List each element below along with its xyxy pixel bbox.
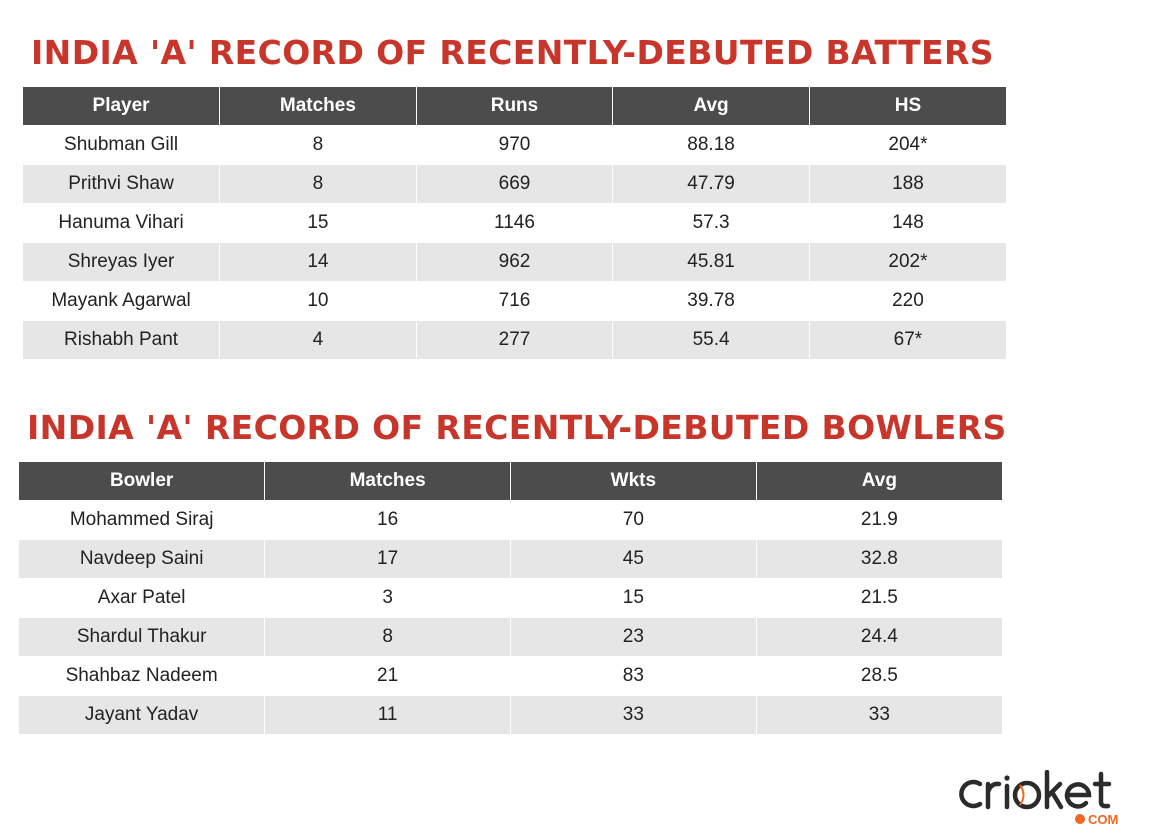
wkts-cell: 33 [510,695,757,734]
batters-header-row: Player Matches Runs Avg HS [23,87,1006,126]
player-name-cell: Rishabh Pant [23,320,221,359]
avg-cell: 33 [756,695,1002,734]
column-header-hs: HS [809,87,1006,126]
bowler-name-cell: Navdeep Saini [19,539,266,579]
table-row: Mohammed Siraj 16 70 21.9 [19,500,1002,540]
logo-dot [1004,775,1010,781]
table-row: Jayant Yadav 11 33 33 [19,695,1002,734]
bowler-name-cell: Shardul Thakur [19,617,266,657]
player-name-cell: Hanuma Vihari [23,203,221,243]
logo-letter-c [959,779,983,809]
column-header-wkts: Wkts [510,462,757,501]
wkts-cell: 83 [510,656,757,696]
wkts-cell: 45 [510,539,757,579]
table-row: Shubman Gill 8 970 88.18 204* [23,125,1006,165]
matches-cell: 15 [219,203,417,243]
matches-cell: 8 [219,125,417,165]
logo-letter-e [1064,782,1092,809]
hs-cell: 148 [809,203,1006,243]
hs-cell: 220 [809,281,1006,321]
hs-cell: 202* [809,242,1006,282]
logo-letter-t [1092,771,1112,809]
table-row: Navdeep Saini 17 45 32.8 [19,539,1002,579]
table-row: Shahbaz Nadeem 21 83 28.5 [19,656,1002,696]
bowlers-title: INDIA 'A' RECORD OF RECENTLY-DEBUTED BOW… [27,408,1007,447]
bowler-name-cell: Shahbaz Nadeem [19,656,266,696]
bowlers-table: Bowler Matches Wkts Avg Mohammed Siraj 1… [19,462,1002,734]
matches-cell: 21 [264,656,511,696]
hs-cell: 204* [809,125,1006,165]
avg-cell: 57.3 [612,203,810,243]
hs-cell: 67* [809,320,1006,359]
batters-table: Player Matches Runs Avg HS Shubman Gill … [23,87,1006,359]
avg-cell: 88.18 [612,125,810,165]
avg-cell: 47.79 [612,164,810,204]
runs-cell: 1146 [416,203,614,243]
bowler-name-cell: Jayant Yadav [19,695,266,734]
logo-suffix: COM [1088,812,1118,827]
matches-cell: 16 [264,500,511,540]
hs-cell: 188 [809,164,1006,204]
runs-cell: 970 [416,125,614,165]
cricket-ball-icon [1012,780,1042,810]
avg-cell: 21.5 [756,578,1002,618]
table-row: Mayank Agarwal 10 716 39.78 220 [23,281,1006,321]
matches-cell: 8 [264,617,511,657]
logo-letter-k [1044,770,1064,810]
orange-dot-icon [1075,814,1085,824]
avg-cell: 24.4 [756,617,1002,657]
logo-letter-r [985,781,1002,810]
column-header-avg: Avg [756,462,1002,501]
table-row: Shreyas Iyer 14 962 45.81 202* [23,242,1006,282]
wkts-cell: 23 [510,617,757,657]
column-header-matches: Matches [219,87,417,126]
table-row: Prithvi Shaw 8 669 47.79 188 [23,164,1006,204]
avg-cell: 45.81 [612,242,810,282]
player-name-cell: Prithvi Shaw [23,164,221,204]
matches-cell: 4 [219,320,417,359]
wkts-cell: 15 [510,578,757,618]
column-header-runs: Runs [416,87,614,126]
column-header-bowler: Bowler [19,462,266,501]
matches-cell: 11 [264,695,511,734]
avg-cell: 39.78 [612,281,810,321]
avg-cell: 28.5 [756,656,1002,696]
bowlers-header-row: Bowler Matches Wkts Avg [19,462,1002,501]
matches-cell: 8 [219,164,417,204]
cricket-com-logo: COM [958,770,1128,830]
player-name-cell: Shubman Gill [23,125,221,165]
wkts-cell: 70 [510,500,757,540]
table-row: Shardul Thakur 8 23 24.4 [19,617,1002,657]
table-row: Axar Patel 3 15 21.5 [19,578,1002,618]
bowler-name-cell: Axar Patel [19,578,266,618]
runs-cell: 962 [416,242,614,282]
avg-cell: 32.8 [756,539,1002,579]
player-name-cell: Shreyas Iyer [23,242,221,282]
cricket-com-logo-svg: COM [959,770,1118,827]
runs-cell: 669 [416,164,614,204]
player-name-cell: Mayank Agarwal [23,281,221,321]
table-row: Hanuma Vihari 15 1146 57.3 148 [23,203,1006,243]
bowler-name-cell: Mohammed Siraj [19,500,266,540]
matches-cell: 10 [219,281,417,321]
avg-cell: 21.9 [756,500,1002,540]
matches-cell: 3 [264,578,511,618]
avg-cell: 55.4 [612,320,810,359]
column-header-matches: Matches [264,462,511,501]
runs-cell: 277 [416,320,614,359]
ball-seam-icon [1019,784,1025,806]
runs-cell: 716 [416,281,614,321]
matches-cell: 14 [219,242,417,282]
column-header-avg: Avg [612,87,810,126]
matches-cell: 17 [264,539,511,579]
batters-title: INDIA 'A' RECORD OF RECENTLY-DEBUTED BAT… [31,33,994,72]
table-row: Rishabh Pant 4 277 55.4 67* [23,320,1006,359]
column-header-player: Player [23,87,221,126]
